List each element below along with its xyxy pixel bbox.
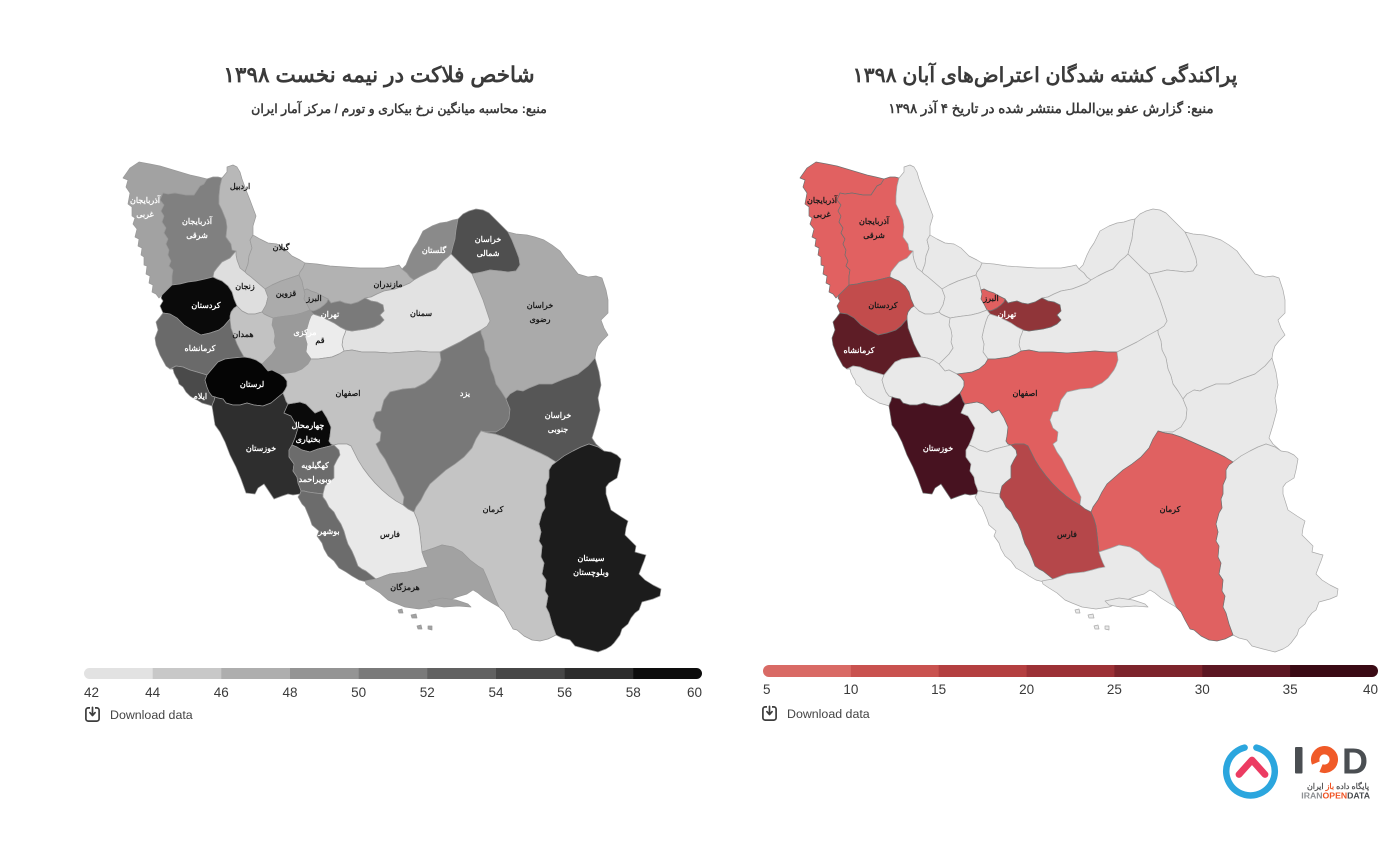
svg-text:آذربایجان: آذربایجان [859, 215, 890, 227]
svg-text:فارس: فارس [380, 530, 400, 540]
svg-text:وبلوچستان: وبلوچستان [573, 568, 609, 578]
svg-text:56: 56 [557, 685, 572, 700]
svg-text:خوزستان: خوزستان [246, 444, 276, 454]
svg-text:شرقی: شرقی [186, 231, 208, 241]
svg-text:هرمزگان: هرمزگان [390, 582, 419, 593]
svg-text:قم: قم [315, 336, 324, 346]
svg-text:اصفهان: اصفهان [335, 389, 360, 399]
svg-text:منبع: محاسبه میانگین نرخ بیکار: منبع: محاسبه میانگین نرخ بیکاری و تورم /… [251, 100, 547, 117]
svg-text:D: D [1342, 741, 1368, 782]
svg-text:خراسان: خراسان [475, 235, 502, 245]
svg-text:58: 58 [626, 685, 641, 700]
svg-text:همدان: همدان [232, 330, 253, 339]
svg-text:پراکندگی کشته شدگان اعتراض‌های: پراکندگی کشته شدگان اعتراض‌های آبان ۱۳۹۸ [853, 61, 1238, 88]
svg-text:Download data: Download data [110, 708, 193, 722]
svg-text:بختیاری: بختیاری [296, 435, 321, 445]
svg-text:یزد: یزد [460, 389, 471, 399]
svg-text:Download data: Download data [787, 707, 870, 721]
svg-text:مازندران: مازندران [374, 280, 403, 290]
svg-text:گلستان: گلستان [422, 245, 447, 255]
svg-text:کرمان: کرمان [483, 505, 504, 515]
svg-text:کهگیلویه: کهگیلویه [301, 460, 329, 471]
svg-text:25: 25 [1107, 682, 1122, 697]
svg-text:52: 52 [420, 685, 435, 700]
svg-text:35: 35 [1283, 682, 1298, 697]
svg-text:کردستان: کردستان [191, 301, 220, 311]
svg-text:آذربایجان: آذربایجان [130, 194, 161, 206]
svg-text:سمنان: سمنان [410, 309, 432, 318]
svg-text:48: 48 [282, 685, 297, 700]
svg-text:خوزستان: خوزستان [923, 444, 953, 454]
svg-text:زنجان: زنجان [235, 282, 255, 292]
svg-text:غربی: غربی [136, 210, 154, 220]
svg-text:آذربایجان: آذربایجان [807, 194, 838, 206]
svg-text:46: 46 [214, 685, 229, 700]
svg-text:5: 5 [763, 682, 771, 697]
svg-text:40: 40 [1363, 682, 1378, 697]
svg-text:خراسان: خراسان [527, 301, 554, 311]
svg-text:مرکزی: مرکزی [293, 328, 316, 338]
svg-text:گیلان: گیلان [273, 242, 290, 252]
svg-text:کرمان: کرمان [1160, 505, 1181, 515]
svg-text:وبویراحمد: وبویراحمد [299, 475, 332, 485]
svg-text:کرمانشاه: کرمانشاه [185, 344, 216, 354]
svg-text:10: 10 [843, 682, 858, 697]
svg-text:منبع: گزارش عفو بین‌الملل منتش: منبع: گزارش عفو بین‌الملل منتشر شده در ت… [888, 100, 1213, 117]
svg-text:20: 20 [1019, 682, 1034, 697]
svg-text:البرز: البرز [305, 294, 321, 304]
svg-text:30: 30 [1195, 682, 1210, 697]
svg-text:شرقی: شرقی [863, 231, 885, 241]
svg-text:تهران: تهران [321, 310, 340, 320]
svg-text:کردستان: کردستان [868, 301, 897, 311]
svg-text:15: 15 [931, 682, 946, 697]
svg-text:جنوبی: جنوبی [548, 425, 568, 435]
svg-text:IRANOPENDATA: IRANOPENDATA [1301, 791, 1370, 801]
svg-text:ایلام: ایلام [193, 392, 207, 402]
svg-text:قزوین: قزوین [276, 289, 297, 299]
svg-text:خراسان: خراسان [545, 411, 572, 421]
svg-text:البرز: البرز [982, 294, 998, 304]
svg-text:اردبیل: اردبیل [230, 182, 250, 192]
svg-text:اصفهان: اصفهان [1012, 389, 1037, 399]
svg-text:54: 54 [488, 685, 504, 700]
svg-text:آذربایجان: آذربایجان [182, 215, 213, 227]
svg-text:50: 50 [351, 685, 366, 700]
svg-text:سیستان: سیستان [578, 554, 605, 563]
svg-text:چهارمحال: چهارمحال [292, 421, 325, 431]
svg-text:شاخص فلاکت در نیمه نخست ۱۳۹۸: شاخص فلاکت در نیمه نخست ۱۳۹۸ [223, 63, 534, 88]
svg-text:لرستان: لرستان [240, 380, 264, 390]
svg-text:شمالی: شمالی [477, 249, 500, 258]
svg-text:44: 44 [145, 685, 161, 700]
svg-text:فارس: فارس [1057, 530, 1077, 540]
svg-text:رضوی: رضوی [529, 315, 550, 325]
svg-text:42: 42 [84, 685, 99, 700]
svg-text:تهران: تهران [998, 310, 1017, 320]
svg-text:غربی: غربی [813, 210, 831, 220]
svg-text:60: 60 [687, 685, 702, 700]
svg-text:بوشهر: بوشهر [317, 527, 339, 537]
svg-text:کرمانشاه: کرمانشاه [844, 346, 875, 356]
svg-text:پایگاه داده باز ایران: پایگاه داده باز ایران [1307, 781, 1370, 792]
